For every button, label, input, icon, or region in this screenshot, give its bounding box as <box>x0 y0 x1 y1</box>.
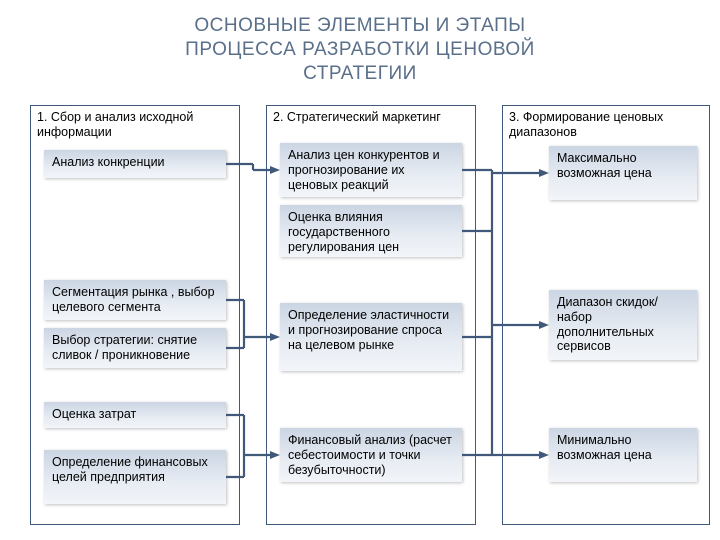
page-title: ОСНОВНЫЕ ЭЛЕМЕНТЫ И ЭТАПЫ ПРОЦЕССА РАЗРА… <box>0 14 720 85</box>
box-discount-range: Диапазон скидок/набор дополнительных сер… <box>549 290 697 360</box>
title-line-3: СТРАТЕГИИ <box>303 63 417 84</box>
title-line-1: ОСНОВНЫЕ ЭЛЕМЕНТЫ И ЭТАПЫ <box>194 15 525 36</box>
box-segmentation: Сегментация рынка , выбор целевого сегме… <box>44 280 226 320</box>
box-max-price: Максимально возможная цена <box>549 146 697 200</box>
box-min-price: Минимально возможная цена <box>549 428 697 482</box>
column-2-title: 2. Стратегический маркетинг <box>273 110 469 125</box>
box-strategy-choice: Выбор стратегии: снятие сливок / проникн… <box>44 328 226 368</box>
column-3-title: 3. Формирование ценовых диапазонов <box>509 110 703 140</box>
box-elasticity: Определение эластичности и прогнозирован… <box>280 303 462 371</box>
title-line-2: ПРОЦЕССА РАЗРАБОТКИ ЦЕНОВОЙ <box>185 39 535 60</box>
box-gov-regulation: Оценка влияния государственного регулиро… <box>280 205 462 257</box>
box-competition-analysis: Анализ конкренции <box>44 150 226 178</box>
box-cost-estimate: Оценка затрат <box>44 402 226 428</box>
box-financial-goals: Определение финансовых целей предприятия <box>44 450 226 504</box>
box-financial-analysis: Финансовый анализ (расчет себестоимости … <box>280 428 462 482</box>
box-competitor-prices: Анализ цен конкурентов и прогнозирование… <box>280 143 462 197</box>
column-1-title: 1. Сбор и анализ исходной информации <box>37 110 233 140</box>
